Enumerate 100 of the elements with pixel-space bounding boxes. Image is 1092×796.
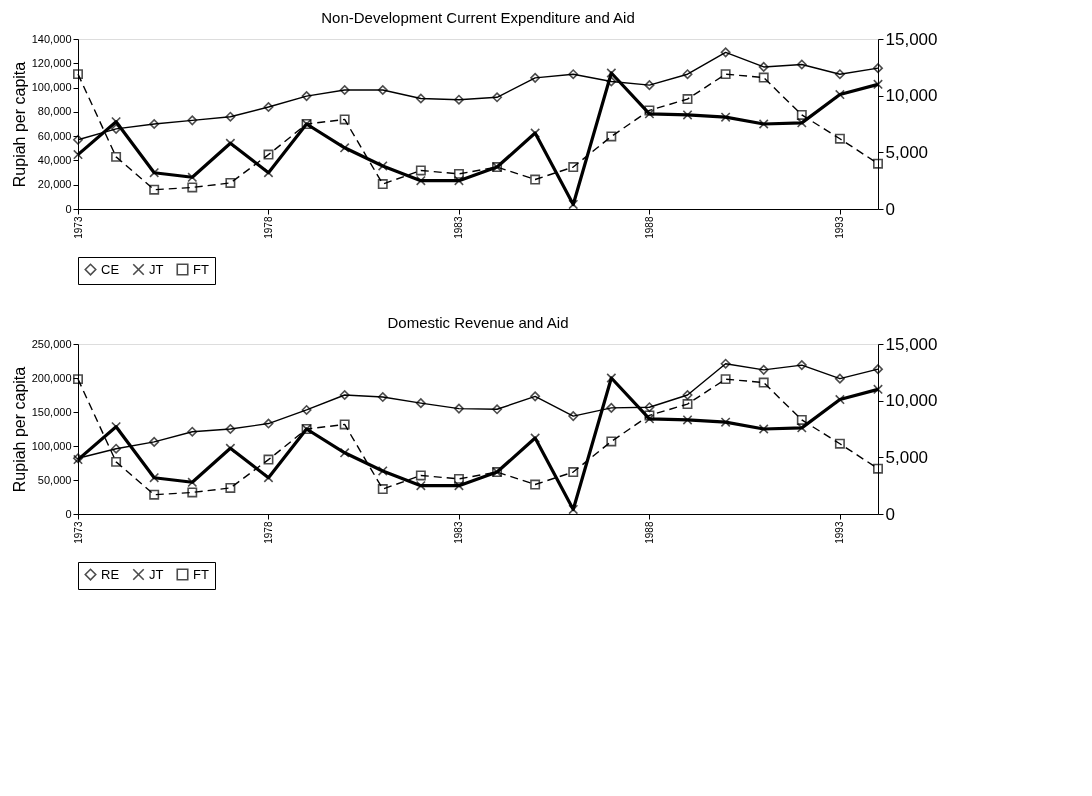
point <box>530 391 541 402</box>
point <box>453 94 464 105</box>
point <box>377 392 388 403</box>
x-tick-label: 1988 <box>643 521 655 544</box>
point <box>796 59 807 70</box>
y-tick-label: 80,000 <box>37 105 72 118</box>
y2-tick-label: 0 <box>885 504 895 524</box>
point <box>415 93 426 104</box>
point <box>834 373 845 384</box>
y-tick-label: 200,000 <box>31 371 72 384</box>
point <box>834 438 845 449</box>
point <box>682 109 693 120</box>
point <box>453 403 464 414</box>
point <box>873 384 883 395</box>
point <box>187 487 198 498</box>
x-tick-label: 1983 <box>453 521 465 544</box>
point <box>453 473 464 484</box>
point <box>187 426 198 437</box>
point <box>758 72 769 83</box>
chart-title: Non-Development Current Expenditure and Aid <box>321 9 635 26</box>
point <box>606 402 617 413</box>
legend-label: FT <box>193 261 209 277</box>
point <box>111 151 122 162</box>
y-axis-title: Rupiah per capita <box>10 61 28 188</box>
point <box>187 115 198 126</box>
legend-label: JT <box>149 261 164 277</box>
point <box>263 149 274 160</box>
point <box>606 131 617 142</box>
y-tick-label: 100,000 <box>31 81 72 94</box>
y2-tick-label: 5,000 <box>885 142 929 162</box>
y-tick-label: 0 <box>65 507 72 520</box>
point <box>530 174 541 185</box>
point <box>873 79 883 90</box>
legend-label: RE <box>101 566 120 582</box>
point <box>796 360 807 371</box>
point <box>758 364 769 375</box>
point <box>720 47 731 58</box>
x-tick-label: 1973 <box>72 216 84 239</box>
x-tick-label: 1988 <box>643 216 655 239</box>
point <box>873 63 883 74</box>
point <box>263 418 274 429</box>
y2-tick-label: 10,000 <box>885 86 938 106</box>
point <box>339 114 350 125</box>
x-tick-label: 1978 <box>262 521 274 544</box>
point <box>758 61 769 72</box>
point <box>720 374 731 385</box>
legend-label: FT <box>193 566 209 582</box>
y-tick-label: 0 <box>65 202 72 215</box>
point <box>682 94 693 105</box>
point <box>758 424 769 434</box>
point <box>682 69 693 80</box>
point <box>568 467 579 478</box>
point <box>682 414 693 425</box>
y-tick-label: 140,000 <box>31 32 72 45</box>
point <box>568 69 579 80</box>
point <box>225 111 236 122</box>
point <box>682 390 693 400</box>
point <box>796 109 807 120</box>
legend-label: CE <box>101 261 120 277</box>
point <box>568 411 579 422</box>
point <box>339 85 350 95</box>
point <box>301 91 312 102</box>
point <box>415 470 426 481</box>
legend-label: JT <box>149 566 164 582</box>
y-tick-label: 60,000 <box>37 129 72 142</box>
point <box>873 158 883 169</box>
point <box>149 436 160 447</box>
point <box>796 414 807 425</box>
y2-tick-label: 5,000 <box>885 447 929 467</box>
y2-tick-label: 15,000 <box>885 334 938 354</box>
point <box>606 436 617 447</box>
x-tick-label: 1993 <box>834 521 846 544</box>
x-tick-label: 1993 <box>834 216 846 239</box>
point <box>301 404 312 415</box>
point <box>758 377 769 388</box>
point <box>263 102 274 112</box>
point <box>644 402 655 413</box>
point <box>492 404 503 415</box>
chart-title: Domestic Revenue and Aid <box>387 314 569 331</box>
point <box>377 179 388 190</box>
point <box>834 133 845 144</box>
point <box>530 479 541 490</box>
point <box>111 456 122 467</box>
y-tick-label: 150,000 <box>31 405 72 418</box>
point <box>111 443 122 454</box>
point <box>149 489 160 500</box>
x-tick-label: 1983 <box>453 216 465 239</box>
x-tick-label: 1978 <box>262 216 274 239</box>
point <box>873 364 883 375</box>
y-tick-label: 120,000 <box>31 56 72 69</box>
point <box>492 92 503 103</box>
y-tick-label: 250,000 <box>31 337 72 350</box>
point <box>225 177 236 188</box>
y2-tick-label: 0 <box>885 199 895 219</box>
point <box>339 390 350 400</box>
point <box>377 85 388 95</box>
y-axis-title: Rupiah per capita <box>10 366 28 493</box>
point <box>758 119 769 129</box>
point <box>73 374 83 385</box>
point <box>263 454 274 465</box>
